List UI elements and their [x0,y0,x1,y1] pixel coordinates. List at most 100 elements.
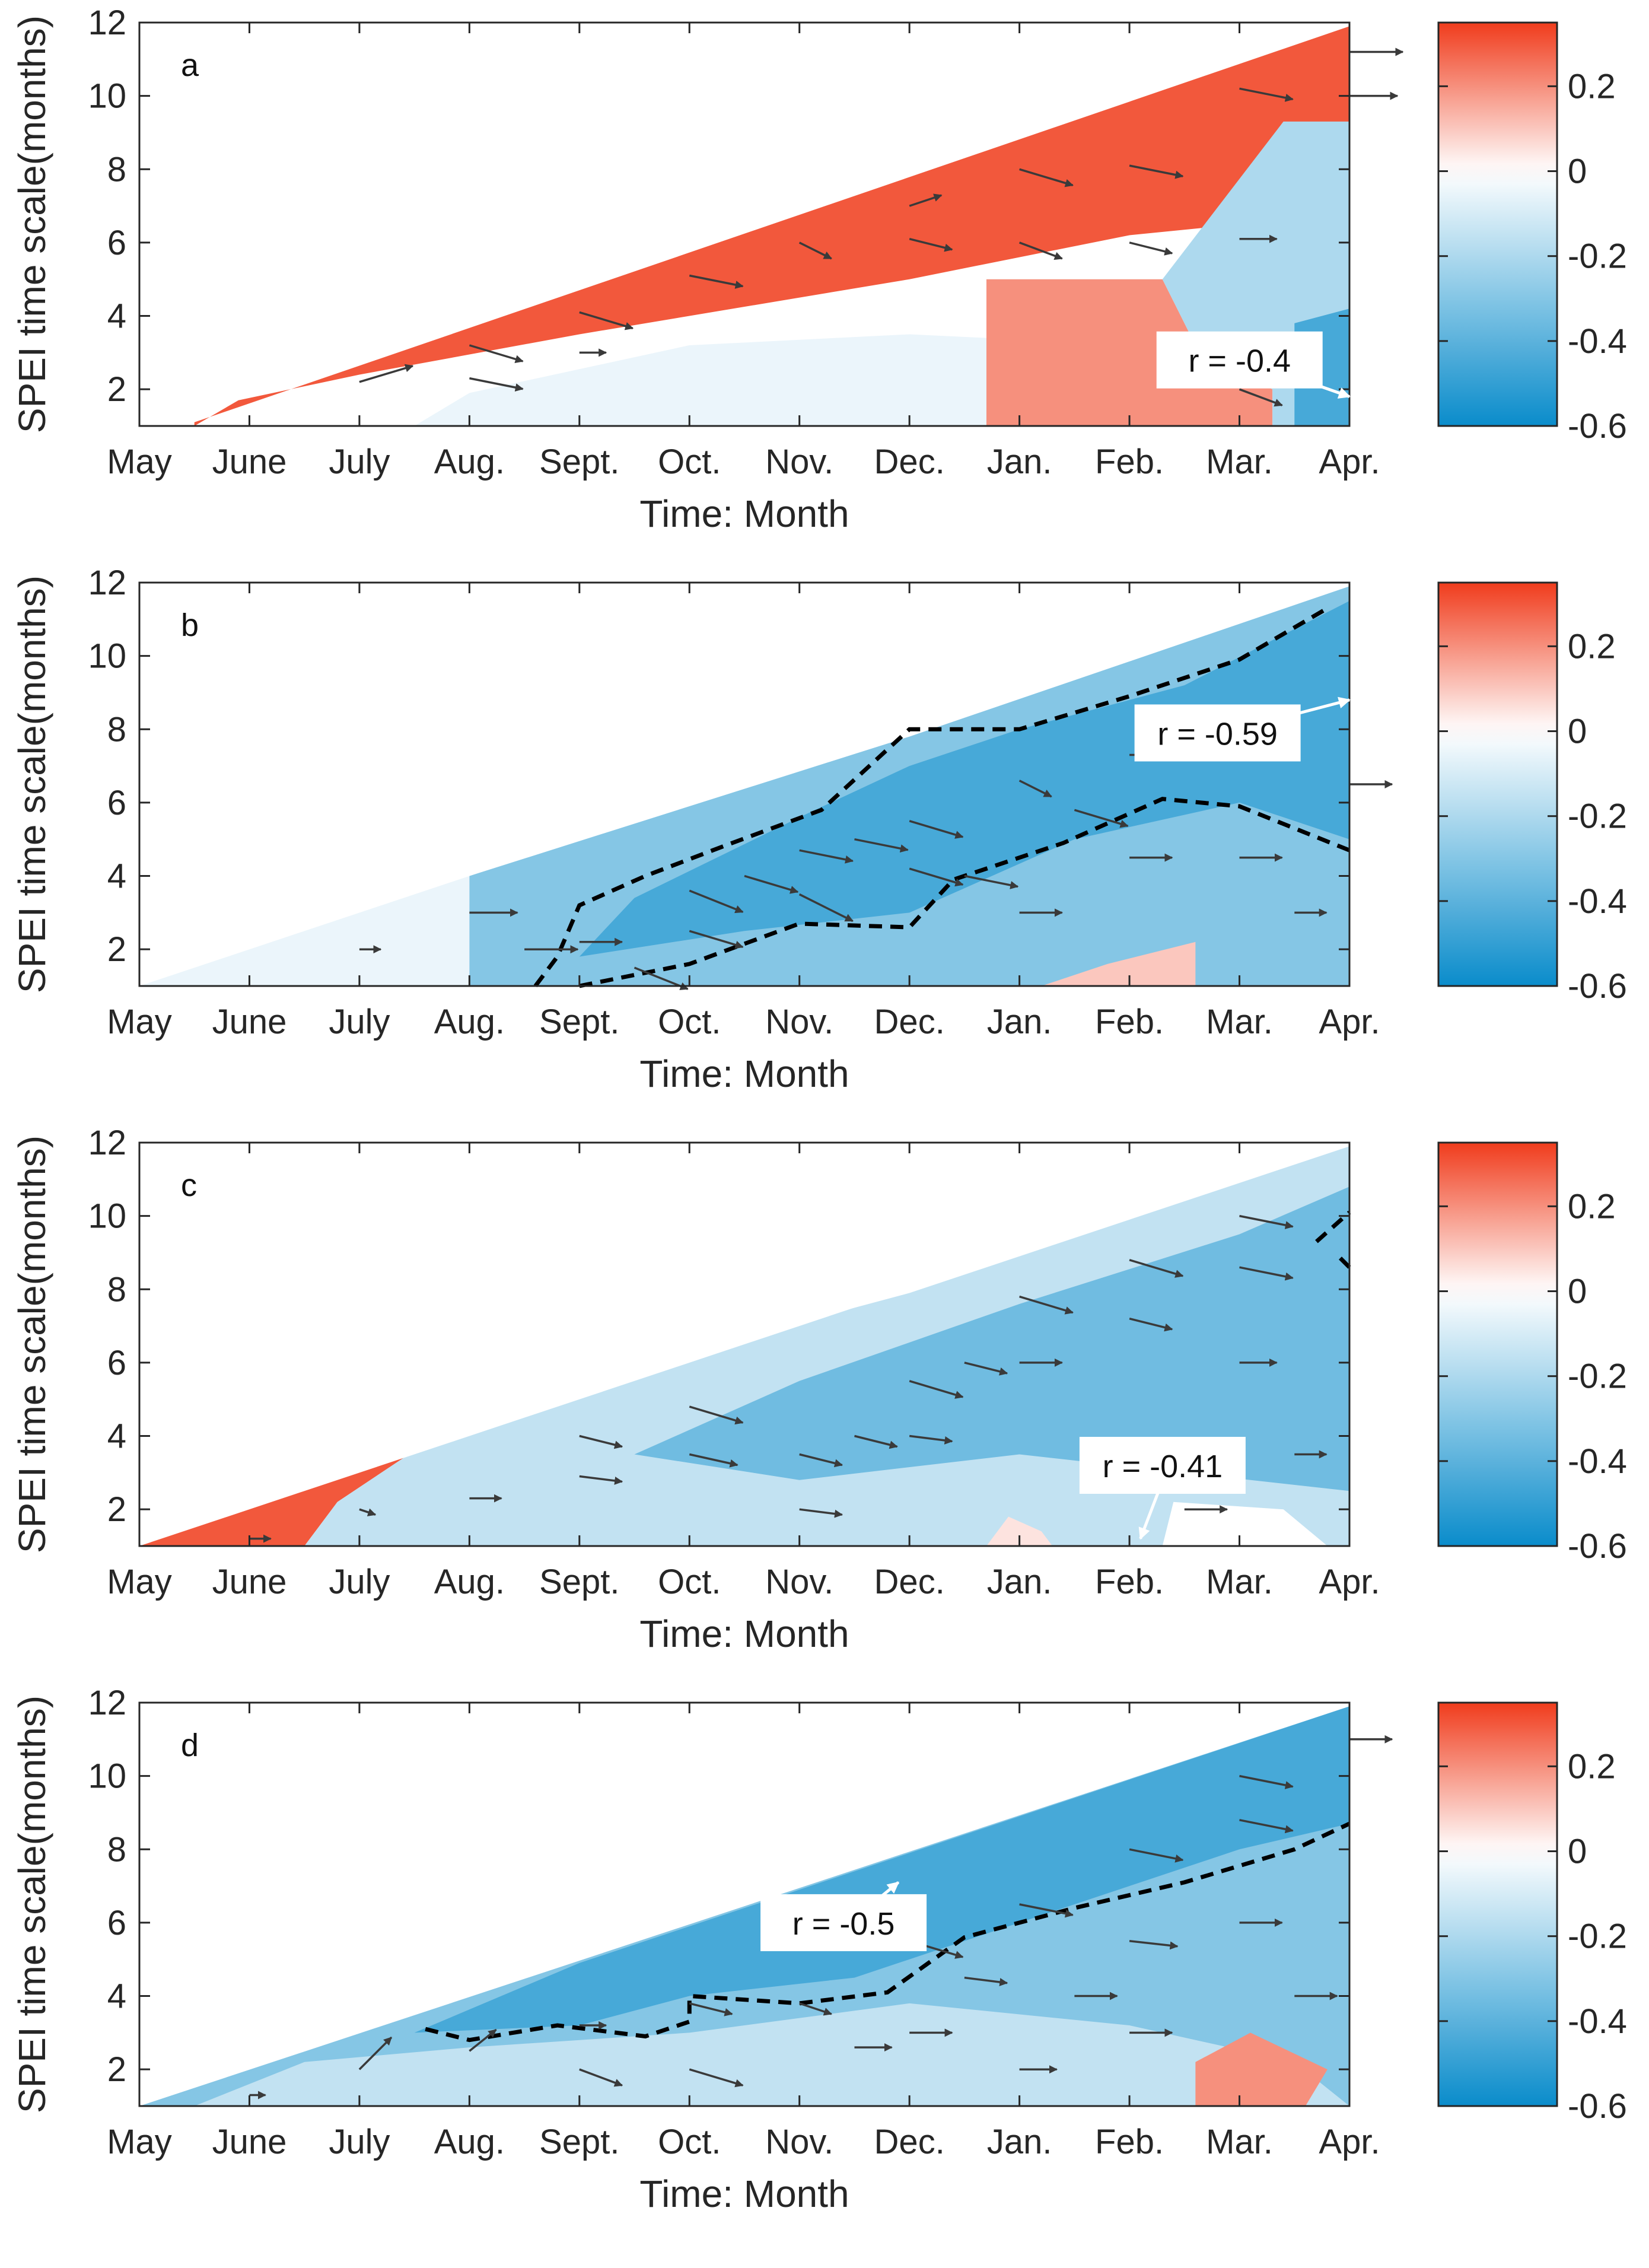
x-tick-label: Mar. [1206,1563,1273,1601]
phase-arrow-a-3 [579,311,634,330]
colorbar-tick-label: -0.4 [1568,882,1627,921]
y-tick-label: 4 [107,1977,126,2016]
x-tick-label: Dec. [874,1003,945,1041]
colorbar [1437,1141,1558,1547]
y-tick-label: 6 [107,1344,126,1382]
colorbar-tick-label: 0 [1568,152,1587,191]
colorbar-tick-label: 0.2 [1568,1187,1616,1226]
phase-arrow-d-6 [689,2068,744,2088]
region-b-0 [139,876,470,986]
y-tick-label: 2 [107,370,126,409]
colorbar-tick-label: -0.2 [1568,1357,1627,1396]
phase-arrow-a-0 [359,364,414,383]
x-tick-label: Apr. [1319,1563,1380,1601]
phase-arrow-d-16 [1129,1940,1179,1950]
x-tick-label: Mar. [1206,443,1273,481]
x-tick-label: June [212,443,287,481]
phase-arrow-d-2 [469,2028,497,2052]
x-tick-label: Jan. [987,1003,1052,1041]
annotation-text: r = -0.59 [1157,716,1278,752]
significance-contour-c-0 [1315,1210,1351,1243]
x-tick-label: Mar. [1206,2123,1273,2161]
x-tick-label: Feb. [1095,1003,1164,1041]
colorbar-tick-label: 0 [1568,1273,1587,1311]
x-tick-label: Feb. [1095,2123,1164,2161]
x-tick-label: Aug. [434,443,505,481]
phase-arrow-b-16 [1074,809,1129,828]
x-tick-label: Oct. [658,1003,721,1041]
phase-arrow-d-11 [964,1976,1008,1986]
colorbar-tick-label: -0.2 [1568,237,1627,276]
x-tick-label: June [212,2123,287,2161]
y-tick-label: 6 [107,1904,126,1942]
x-tick-label: Sept. [539,1563,619,1601]
phase-arrow-c-12 [964,1362,1008,1376]
colorbar-tick-label: -0.6 [1568,2087,1627,2126]
x-tick-label: July [329,1563,390,1601]
annotation-text: r = -0.4 [1188,343,1291,379]
x-tick-label: July [329,2123,390,2161]
y-axis-title: SPEI time scale(months) [11,575,53,993]
phase-arrow-c-16 [1129,1318,1173,1332]
x-tick-label: May [107,1563,172,1601]
colorbar-tick-label: 0.2 [1568,1747,1616,1786]
correlation-field [139,586,1349,986]
phase-arrow-c-18 [1239,1266,1294,1281]
y-tick-label: 6 [107,784,126,822]
phase-arrow-c-6 [689,1453,738,1468]
phase-arrow-b-5 [689,930,744,949]
phase-arrow-c-17 [1239,1214,1294,1229]
x-tick-label: Mar. [1206,1003,1273,1041]
annotation-box [1134,704,1301,762]
region-d-1 [414,1706,1349,2033]
phase-arrow-a-2 [469,344,524,364]
y-tick-label: 8 [107,150,126,189]
colorbar-tick-label: 0 [1568,1833,1587,1871]
y-tick-label: 4 [107,1417,126,1456]
x-tick-label: Jan. [987,1563,1052,1601]
panel-letter: a [181,47,199,83]
phase-arrow-d-7 [799,2002,833,2016]
colorbar-tick-label: -0.4 [1568,322,1627,361]
y-tick-label: 2 [107,1490,126,1529]
y-tick-label: 8 [107,710,126,749]
colorbar-tick-label: 0.2 [1568,627,1616,666]
y-tick-label: 6 [107,224,126,262]
significance-contour-d-0 [425,1821,1351,2043]
phase-arrow-b-9 [799,849,854,864]
phase-arrow-d-15 [1129,1848,1184,1863]
significance-contour-b-1 [579,797,1351,988]
phase-arrow-c-4 [579,1475,623,1485]
x-tick-label: May [107,2123,172,2161]
colorbar-tick-label: -0.4 [1568,2002,1627,2041]
phase-arrow-a-5 [689,274,744,289]
phase-arrow-c-5 [689,1405,744,1425]
colorbar-tick-label: -0.6 [1568,1527,1627,1566]
x-tick-label: Sept. [539,1003,619,1041]
phase-arrow-c-3 [579,1434,623,1449]
panel-a: May June July Aug. Sept. Oct. Nov. Dec. Jan. Feb.… [11,4,1627,535]
colorbar [1437,581,1558,987]
phase-arrow-a-17 [1239,388,1283,407]
x-tick-label: May [107,443,172,481]
x-tick-label: July [329,443,390,481]
correlation-field [139,1706,1349,2106]
colorbar [1437,1701,1558,2107]
x-tick-label: Apr. [1319,443,1380,481]
region-a-4 [414,334,986,426]
x-tick-label: Sept. [539,2123,619,2161]
phase-arrow-d-18 [1239,1774,1294,1789]
y-axis-title: SPEI time scale(months) [11,1135,53,1553]
phase-arrow-d-5 [689,2002,733,2016]
phase-arrow-c-10 [909,1380,964,1399]
panel-b: May June July Aug. Sept. Oct. Nov. Dec. Jan. Feb.… [11,564,1627,1095]
phase-arrow-b-12 [909,820,964,839]
region-b-2 [579,600,1349,957]
x-tick-label: Apr. [1319,2123,1380,2161]
phase-arrow-d-12 [1019,1903,1074,1918]
x-tick-label: Oct. [658,1563,721,1601]
phase-arrow-a-13 [1239,87,1294,102]
axes-frame [138,1141,1351,1547]
phase-arrow-a-12 [1129,241,1173,256]
y-tick-label: 2 [107,930,126,969]
